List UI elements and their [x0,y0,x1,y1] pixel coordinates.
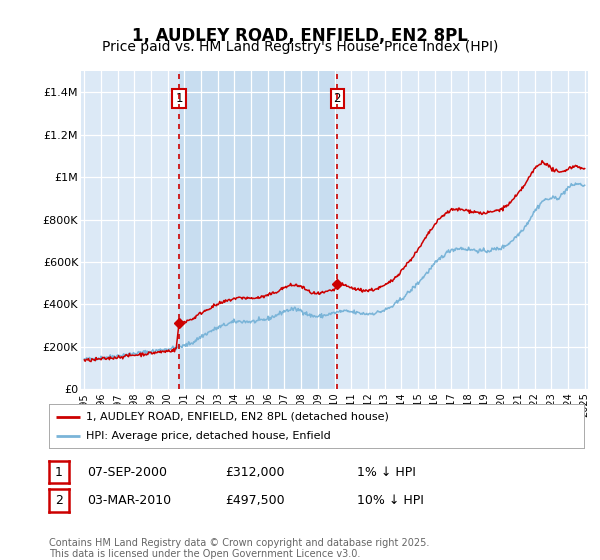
Text: 2: 2 [334,92,341,105]
Text: HPI: Average price, detached house, Enfield: HPI: Average price, detached house, Enfi… [86,431,331,441]
Text: 1, AUDLEY ROAD, ENFIELD, EN2 8PL (detached house): 1, AUDLEY ROAD, ENFIELD, EN2 8PL (detach… [86,412,388,422]
Text: 1: 1 [175,92,183,105]
Text: £312,000: £312,000 [225,465,284,479]
Text: 07-SEP-2000: 07-SEP-2000 [87,465,167,479]
Text: 10% ↓ HPI: 10% ↓ HPI [357,494,424,507]
Text: 03-MAR-2010: 03-MAR-2010 [87,494,171,507]
Text: Price paid vs. HM Land Registry's House Price Index (HPI): Price paid vs. HM Land Registry's House … [102,40,498,54]
Text: 2: 2 [55,494,63,507]
Text: Contains HM Land Registry data © Crown copyright and database right 2025.
This d: Contains HM Land Registry data © Crown c… [49,538,430,559]
Text: £497,500: £497,500 [225,494,284,507]
Bar [179,71,337,389]
Text: 1% ↓ HPI: 1% ↓ HPI [357,465,416,479]
Text: 1, AUDLEY ROAD, ENFIELD, EN2 8PL: 1, AUDLEY ROAD, ENFIELD, EN2 8PL [132,27,468,45]
Text: 1: 1 [55,465,63,479]
